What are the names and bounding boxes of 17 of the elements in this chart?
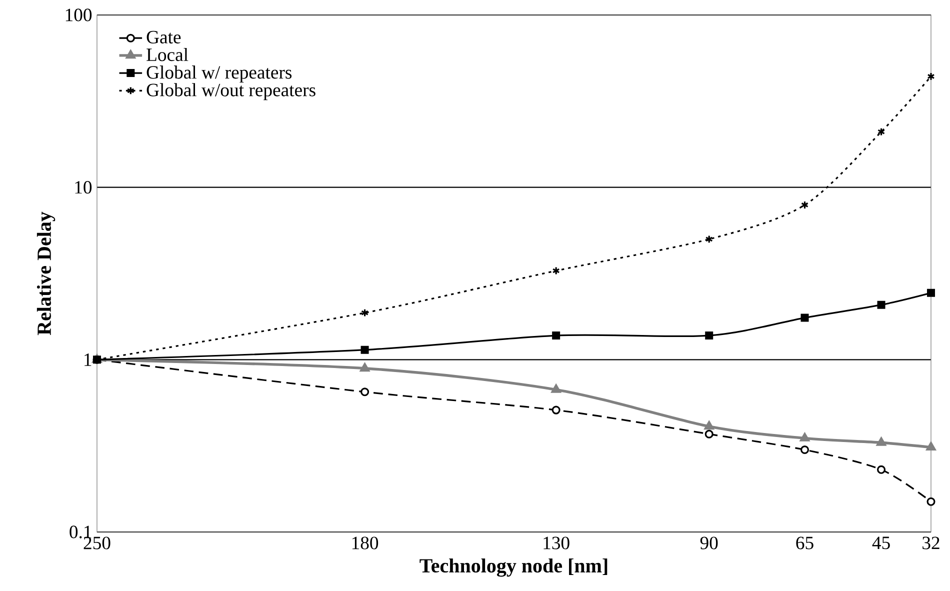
legend-label: Global w/out repeaters [146, 83, 316, 100]
y-tick-label: 10 [75, 181, 92, 194]
x-tick-label: 130 [544, 536, 570, 550]
y-axis-title: Relative Delay [36, 212, 56, 336]
legend-label: Gate [146, 30, 181, 44]
x-tick-label: 32 [922, 536, 940, 550]
x-tick-label: 45 [872, 536, 890, 550]
legend-label: Global w/ repeaters [146, 66, 292, 82]
legend-label: Local [146, 48, 188, 62]
x-tick-label: 65 [796, 536, 814, 550]
y-tick-label: 0.1 [70, 526, 92, 538]
x-axis-title: Technology node [nm] [420, 558, 608, 577]
x-tick-label: 250 [84, 536, 110, 550]
x-tick-label: 180 [352, 536, 378, 550]
y-tick-label: 1 [84, 353, 92, 366]
x-tick-label: 90 [700, 536, 718, 550]
y-tick-label: 100 [66, 8, 92, 22]
